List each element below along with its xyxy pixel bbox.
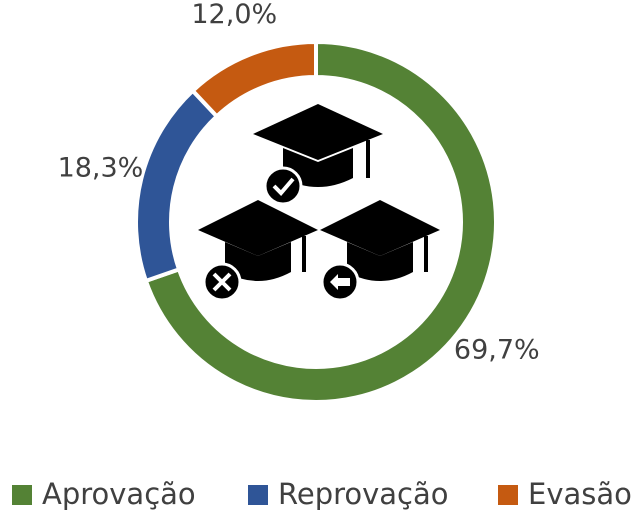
legend-swatch bbox=[498, 485, 518, 505]
data-label: 12,0% bbox=[191, 0, 277, 30]
legend-label: Reprovação bbox=[278, 477, 449, 510]
data-label: 69,7% bbox=[454, 334, 540, 365]
donut-segment bbox=[143, 39, 498, 404]
donut-segment bbox=[134, 87, 220, 284]
graduation-icons bbox=[198, 104, 440, 302]
data-label: 18,3% bbox=[58, 152, 144, 183]
legend-label: Aprovação bbox=[42, 477, 196, 510]
donut-segment bbox=[189, 39, 318, 120]
legend-swatch bbox=[248, 485, 268, 505]
legend-swatch bbox=[12, 485, 32, 505]
legend-label: Evasão bbox=[528, 477, 632, 510]
